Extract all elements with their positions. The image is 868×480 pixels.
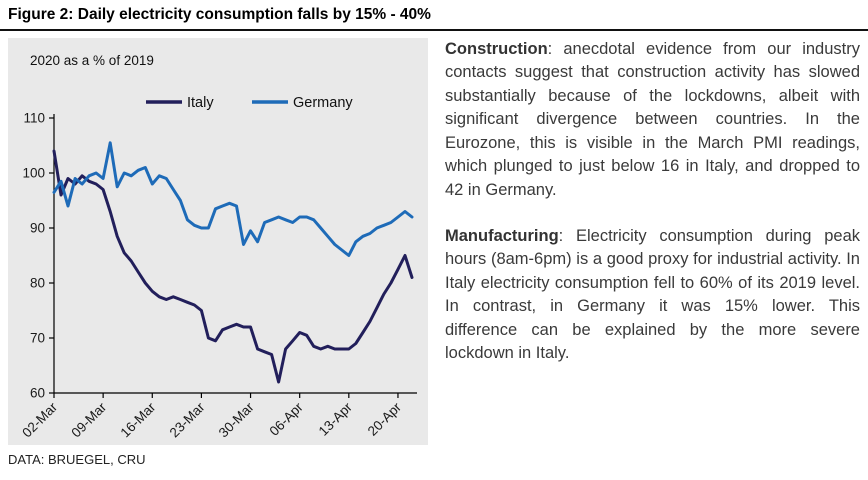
y-tick-label: 80 bbox=[30, 276, 45, 291]
commentary: Construction: anecdotal evidence from ou… bbox=[445, 38, 862, 445]
x-tick-label: 06-Apr bbox=[267, 399, 307, 439]
y-tick-label: 70 bbox=[30, 331, 45, 346]
paragraph-text: : anecdotal evidence from our industry c… bbox=[445, 40, 860, 199]
y-tick-label: 60 bbox=[30, 386, 45, 401]
figure-title: Figure 2: Daily electricity consumption … bbox=[8, 6, 431, 23]
y-tick-label: 90 bbox=[30, 221, 45, 236]
x-tick-label: 30-Mar bbox=[216, 399, 257, 440]
x-tick-label: 02-Mar bbox=[19, 399, 60, 440]
line-chart: 60 70 80 90 100 110 02-Mar 09-Mar 16-Mar 23-Mar 30… bbox=[19, 95, 417, 440]
figure-content: 60 70 80 90 100 110 02-Mar 09-Mar 16-Mar 23-Mar 30… bbox=[0, 31, 868, 445]
y-tick-label: 100 bbox=[22, 166, 45, 181]
germany-series-line bbox=[52, 141, 414, 257]
x-tick-label: 09-Mar bbox=[68, 399, 109, 440]
x-tick-label: 13-Apr bbox=[316, 399, 356, 439]
italy-series-line bbox=[52, 149, 414, 384]
y-tick-label: 110 bbox=[23, 111, 45, 126]
legend-label-germany: Germany bbox=[293, 95, 353, 111]
paragraph-lead: Construction bbox=[445, 40, 548, 58]
commentary-paragraph-construction: Construction: anecdotal evidence from ou… bbox=[445, 38, 860, 202]
x-tick-label: 20-Apr bbox=[365, 399, 405, 439]
chart-panel: 60 70 80 90 100 110 02-Mar 09-Mar 16-Mar 23-Mar 30… bbox=[8, 38, 428, 445]
commentary-paragraph-manufacturing: Manufacturing: Electricity consumption d… bbox=[445, 225, 860, 366]
legend-label-italy: Italy bbox=[187, 95, 214, 111]
x-tick-label: 23-Mar bbox=[167, 399, 208, 440]
paragraph-lead: Manufacturing bbox=[445, 226, 559, 245]
figure-header: Figure 2: Daily electricity consumption … bbox=[0, 0, 868, 31]
x-tick-label: 16-Mar bbox=[118, 399, 159, 440]
chart-subtitle: 2020 as a % of 2019 bbox=[30, 53, 154, 68]
data-source: DATA: BRUEGEL, CRU bbox=[8, 452, 146, 467]
paragraph-text: : Electricity consumption during peak ho… bbox=[445, 226, 860, 363]
